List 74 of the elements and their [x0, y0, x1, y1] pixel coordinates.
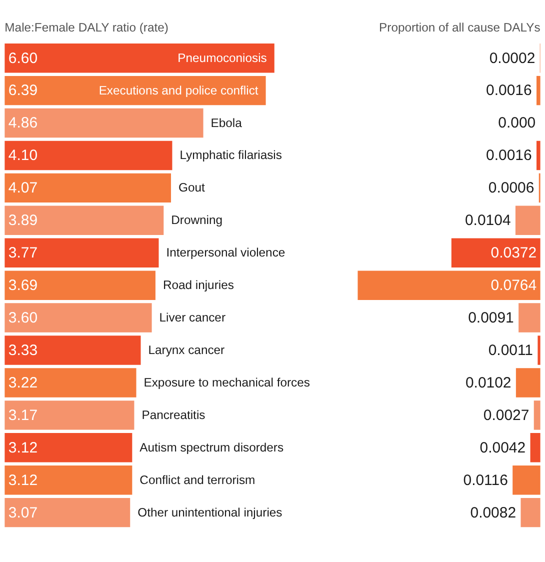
- category-label: Exposure to mechanical forces: [144, 375, 310, 390]
- data-label: 0.0764: [490, 277, 537, 294]
- bar: [4, 43, 274, 73]
- data-label: 3.07: [8, 504, 38, 522]
- data-label: 3.12: [8, 439, 38, 456]
- data-label: 4.07: [8, 180, 38, 197]
- data-label: 3.17: [8, 406, 38, 424]
- bar: [534, 400, 540, 430]
- bar: [4, 303, 152, 332]
- category-label: Ebola: [210, 116, 242, 130]
- bar: [4, 466, 132, 495]
- data-label: 3.77: [8, 244, 38, 262]
- bar: [4, 140, 172, 170]
- bar: [4, 238, 159, 268]
- category-label: Drowning: [171, 213, 222, 228]
- bar: [530, 433, 540, 462]
- bar: [536, 76, 540, 106]
- data-label: 0.0002: [489, 50, 536, 67]
- data-label: 3.60: [8, 309, 38, 326]
- data-label: 0.0016: [486, 147, 532, 164]
- bar: [4, 173, 171, 203]
- bar: [520, 498, 540, 528]
- category-label: Gout: [178, 180, 205, 195]
- bar: [536, 140, 540, 170]
- bar: [4, 498, 130, 528]
- bar: [538, 336, 540, 365]
- bar: [4, 400, 134, 430]
- data-label: 6.60: [8, 50, 38, 67]
- data-label: 0.000: [498, 114, 536, 132]
- category-label: Road injuries: [162, 278, 234, 292]
- data-label: 0.0102: [465, 374, 512, 392]
- data-label: 0.0091: [468, 309, 514, 326]
- data-label: 0.0372: [490, 244, 537, 262]
- category-label: Executions and police conflict: [98, 83, 258, 98]
- bar: [515, 206, 540, 236]
- bar: [451, 238, 540, 268]
- data-label: 3.22: [8, 374, 38, 392]
- data-label: 0.0104: [464, 212, 511, 230]
- data-label: 0.0016: [486, 82, 532, 100]
- category-label: Lymphatic filariasis: [180, 148, 282, 162]
- data-label: 3.89: [8, 212, 38, 230]
- bar: [4, 206, 164, 236]
- bar: [4, 336, 141, 365]
- data-label: 6.39: [8, 82, 38, 100]
- category-label: Autism spectrum disorders: [140, 440, 284, 454]
- chart-title: Proportion of all cause DALYs: [379, 20, 540, 35]
- data-label: 0.0116: [463, 472, 508, 489]
- data-label: 4.86: [8, 114, 38, 132]
- bar: [4, 433, 132, 462]
- bar: [518, 303, 540, 332]
- bar: [4, 368, 136, 398]
- category-label: Pancreatitis: [142, 408, 206, 422]
- data-label: 4.10: [8, 147, 38, 164]
- bar: [4, 270, 156, 300]
- data-label: 0.0027: [483, 406, 530, 424]
- bar: [4, 76, 266, 106]
- category-label: Pneumoconiosis: [178, 50, 267, 65]
- bar: [516, 368, 540, 398]
- data-label: 0.0082: [470, 504, 516, 522]
- data-label: 0.0042: [480, 439, 526, 456]
- chart-title: Male:Female DALY ratio (rate): [4, 20, 168, 35]
- data-label: 3.33: [8, 342, 38, 359]
- bar: [512, 466, 540, 495]
- category-label: Conflict and terrorism: [140, 472, 256, 487]
- bar: [358, 270, 540, 300]
- category-label: Other unintentional injuries: [138, 505, 282, 520]
- bar: [4, 108, 204, 138]
- data-label: 0.0011: [488, 342, 534, 359]
- data-label: 3.69: [8, 277, 38, 294]
- data-label: 3.12: [8, 472, 38, 489]
- data-label: 0.0006: [488, 180, 534, 197]
- category-label: Interpersonal violence: [166, 246, 286, 260]
- category-label: Larynx cancer: [148, 343, 225, 358]
- category-label: Liver cancer: [159, 310, 226, 325]
